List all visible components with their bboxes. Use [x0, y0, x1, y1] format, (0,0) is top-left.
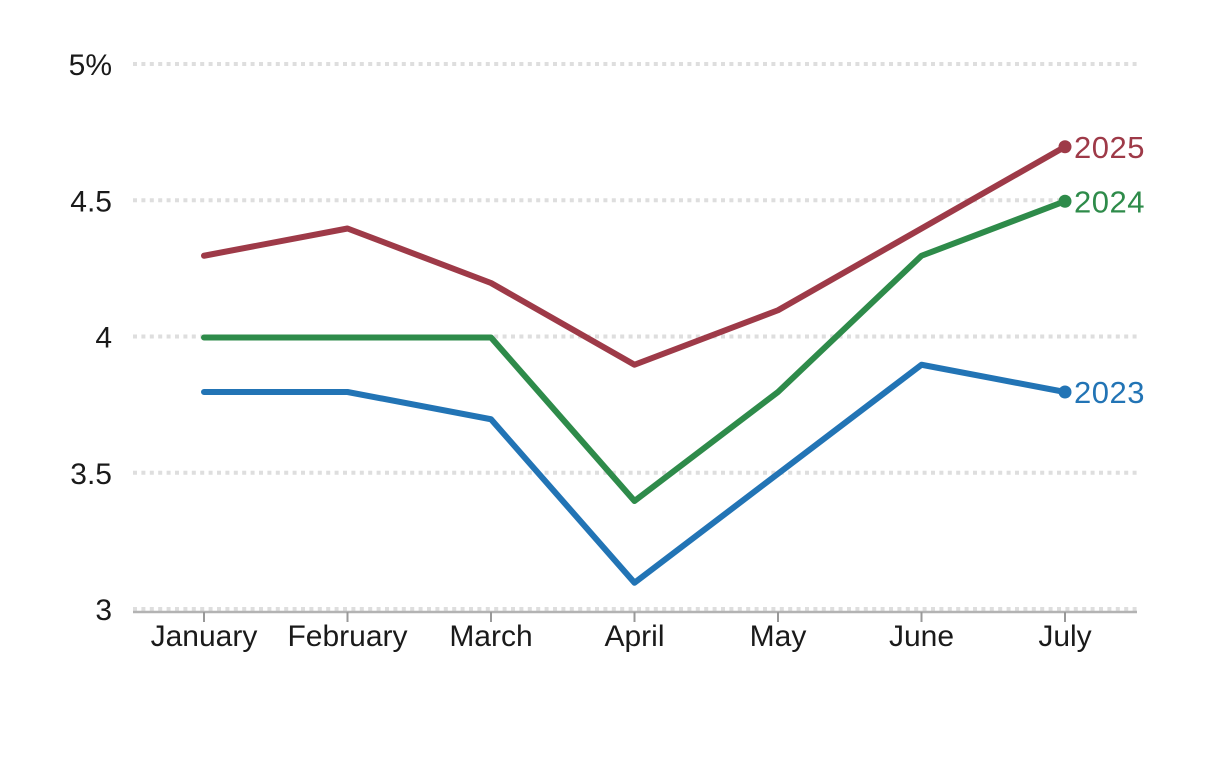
y-tick-label: 4: [95, 322, 112, 355]
y-tick-label: 3.5: [70, 458, 112, 491]
y-tick-label: 5%: [69, 49, 112, 82]
series-label-bg-2025: [1073, 129, 1167, 164]
series-label-bg-2024: [1073, 184, 1167, 219]
series-line-2023: [201, 361, 1068, 586]
x-tick-label: January: [151, 620, 258, 653]
x-tick-label: March: [449, 620, 532, 653]
series-label-2024: 2024: [1074, 184, 1145, 219]
y-tick-label: 4.5: [70, 185, 112, 218]
series-end-dot-2023: [1058, 385, 1072, 399]
y-tick-label: 3: [95, 594, 112, 627]
series-label-2023: 2023: [1074, 375, 1145, 410]
series-end-dot-2024: [1058, 194, 1072, 208]
x-tick-label: April: [604, 620, 664, 653]
series-line-2024: [201, 198, 1068, 504]
series-label-bg-2023: [1073, 375, 1167, 409]
x-tick-label: July: [1038, 620, 1091, 653]
series-line-2025: [201, 143, 1068, 368]
x-tick-label: June: [889, 620, 954, 653]
x-tick-label: February: [287, 620, 407, 653]
series-end-dot-2025: [1058, 140, 1072, 154]
series-label-2025: 2025: [1074, 130, 1145, 165]
x-tick-label: May: [750, 620, 807, 653]
